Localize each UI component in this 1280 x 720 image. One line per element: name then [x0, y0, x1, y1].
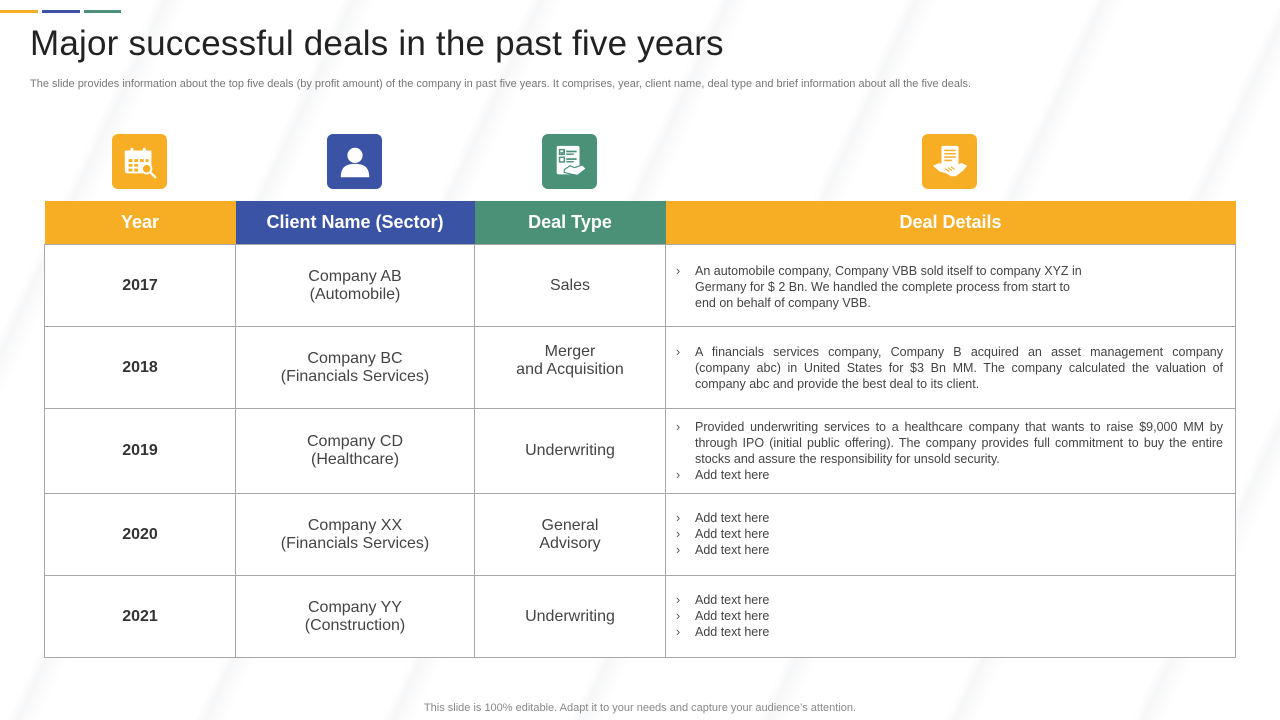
handshake-icon — [922, 134, 977, 189]
table-row: 2020 Company XX (Financials Services) Ge… — [44, 493, 1236, 576]
header-client-name: Client Name (Sector) — [235, 201, 475, 245]
accent-bar-blue — [42, 10, 80, 13]
details-item: Add text here — [674, 526, 1223, 542]
deals-table: Year Client Name (Sector) Deal Type Deal… — [44, 201, 1236, 658]
details-item: An automobile company, Company VBB sold … — [674, 263, 1223, 311]
details-list: Add text here Add text here Add text her… — [674, 510, 1223, 558]
year-cell: 2021 — [44, 575, 236, 658]
deal-type-cell: General Advisory — [474, 493, 666, 576]
accent-bar-teal — [84, 10, 121, 13]
client-cell: Company AB (Automobile) — [235, 244, 475, 327]
accent-bar-orange — [0, 10, 38, 13]
table-row: 2018 Company BC (Financials Services) Me… — [44, 326, 1236, 409]
footer-note: This slide is 100% editable. Adapt it to… — [423, 702, 857, 714]
client-cell: Company CD (Healthcare) — [235, 408, 475, 494]
client-cell: Company XX (Financials Services) — [235, 493, 475, 576]
table-header-row: Year Client Name (Sector) Deal Type Deal… — [44, 201, 1236, 245]
details-cell: Add text here Add text here Add text her… — [665, 575, 1236, 658]
deal-type-cell: Underwriting — [474, 408, 666, 494]
details-item: Provided underwriting services to a heal… — [674, 419, 1223, 467]
deal-type-cell: Merger and Acquisition — [474, 326, 666, 409]
details-cell: A financials services company, Company B… — [665, 326, 1236, 409]
details-list: An automobile company, Company VBB sold … — [674, 263, 1223, 311]
deal-type-cell: Underwriting — [474, 575, 666, 658]
details-item: Add text here — [674, 608, 1223, 624]
details-cell: Add text here Add text here Add text her… — [665, 493, 1236, 576]
user-icon — [327, 134, 382, 189]
document-handshake-icon — [542, 134, 597, 189]
client-cell: Company BC (Financials Services) — [235, 326, 475, 409]
header-deal-details: Deal Details — [665, 201, 1236, 245]
header-deal-type: Deal Type — [474, 201, 666, 245]
calendar-search-icon — [112, 134, 167, 189]
details-item: Add text here — [674, 624, 1223, 640]
year-cell: 2017 — [44, 244, 236, 327]
details-cell: Provided underwriting services to a heal… — [665, 408, 1236, 494]
header-year: Year — [44, 201, 236, 245]
details-item: Add text here — [674, 542, 1223, 558]
accent-bars — [0, 10, 130, 13]
details-list: Provided underwriting services to a heal… — [674, 419, 1223, 483]
details-list: A financials services company, Company B… — [674, 344, 1223, 392]
details-cell: An automobile company, Company VBB sold … — [665, 244, 1236, 327]
details-item: A financials services company, Company B… — [674, 344, 1223, 392]
year-cell: 2019 — [44, 408, 236, 494]
details-list: Add text here Add text here Add text her… — [674, 592, 1223, 640]
client-cell: Company YY (Construction) — [235, 575, 475, 658]
table-row: 2021 Company YY (Construction) Underwrit… — [44, 575, 1236, 658]
year-cell: 2020 — [44, 493, 236, 576]
page-title: Major successful deals in the past five … — [30, 24, 724, 63]
table-row: 2017 Company AB (Automobile) Sales An au… — [44, 244, 1236, 327]
year-cell: 2018 — [44, 326, 236, 409]
details-item: Add text here — [674, 467, 1223, 483]
page-subtitle: The slide provides information about the… — [30, 78, 971, 90]
details-item: Add text here — [674, 592, 1223, 608]
deal-type-cell: Sales — [474, 244, 666, 327]
table-row: 2019 Company CD (Healthcare) Underwritin… — [44, 408, 1236, 494]
details-item: Add text here — [674, 510, 1223, 526]
